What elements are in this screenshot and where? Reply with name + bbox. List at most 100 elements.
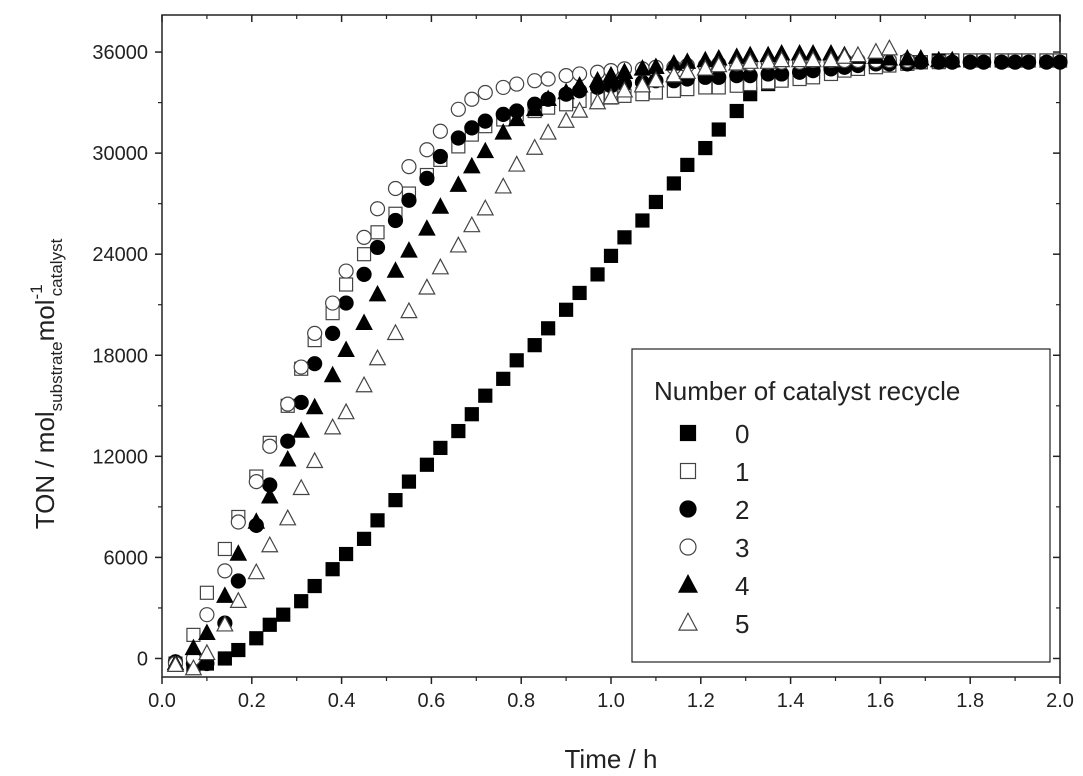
data-point xyxy=(711,122,726,137)
data-point xyxy=(370,513,385,528)
data-point xyxy=(355,375,373,393)
y-axis-title: TON / molsubstratemol-1catalyst xyxy=(27,238,66,529)
data-point xyxy=(635,213,650,228)
data-point xyxy=(880,49,899,66)
data-point xyxy=(338,263,354,279)
data-point xyxy=(325,325,341,341)
data-point xyxy=(835,47,854,64)
data-point xyxy=(476,198,495,216)
data-point xyxy=(678,62,697,80)
data-point xyxy=(294,594,309,609)
data-point xyxy=(260,535,279,553)
data-point xyxy=(476,141,495,159)
y-tick-label: 30000 xyxy=(92,143,148,165)
data-point xyxy=(356,531,372,546)
data-point xyxy=(478,388,493,403)
data-point xyxy=(198,623,216,640)
data-point xyxy=(401,192,417,208)
data-point xyxy=(962,54,978,70)
data-point xyxy=(790,50,809,68)
data-point xyxy=(602,87,620,105)
data-point xyxy=(804,50,822,68)
legend-label: 2 xyxy=(735,495,749,525)
data-point xyxy=(248,474,264,490)
y-axis-title-main: TON / mol xyxy=(30,411,60,529)
data-point xyxy=(729,103,744,119)
data-point xyxy=(418,219,436,236)
data-point xyxy=(849,45,867,63)
data-point xyxy=(507,109,526,127)
data-point xyxy=(647,70,665,88)
x-tick-label: 1.2 xyxy=(687,690,715,712)
data-point xyxy=(401,159,417,175)
data-point xyxy=(494,123,513,140)
y-tick-label: 18000 xyxy=(92,345,148,367)
data-point xyxy=(278,449,297,467)
y-tick-label: 0 xyxy=(137,648,148,670)
data-point xyxy=(451,423,466,439)
y-tick-label: 36000 xyxy=(92,42,148,64)
x-tick-label: 1.8 xyxy=(956,690,984,712)
data-point xyxy=(943,50,962,68)
data-point xyxy=(603,248,619,263)
data-point xyxy=(276,607,291,622)
data-point xyxy=(184,638,203,656)
y-axis: 0 6000 12000 18000 24000 30000 36000 xyxy=(92,42,1060,670)
x-tick-label: 0.8 xyxy=(507,690,535,712)
data-point xyxy=(449,175,468,192)
data-point xyxy=(355,313,373,331)
data-point xyxy=(509,76,525,92)
data-point xyxy=(293,394,309,411)
data-point xyxy=(541,321,556,336)
data-point xyxy=(590,267,605,282)
data-point xyxy=(368,348,387,366)
data-point xyxy=(633,76,652,93)
data-point xyxy=(464,91,480,107)
data-point xyxy=(338,295,354,311)
data-point xyxy=(387,212,404,229)
x-tick-label: 2.0 xyxy=(1046,690,1074,712)
data-point xyxy=(432,148,448,165)
data-point xyxy=(507,155,526,172)
data-point xyxy=(570,101,589,118)
data-point xyxy=(217,541,232,557)
data-point xyxy=(356,229,372,245)
data-point xyxy=(558,302,574,317)
data-point xyxy=(557,111,575,128)
data-point xyxy=(305,397,324,415)
legend-marker-5 xyxy=(677,611,699,631)
y-axis-title-mol: mol xyxy=(30,299,60,341)
data-point xyxy=(1020,54,1037,70)
legend-label: 3 xyxy=(735,533,749,563)
data-point xyxy=(216,615,234,632)
data-point xyxy=(338,546,354,562)
data-point xyxy=(449,236,468,253)
data-point xyxy=(260,487,279,504)
legend-marker-1 xyxy=(679,462,697,480)
data-point xyxy=(419,170,435,186)
data-point xyxy=(280,433,296,449)
data-point xyxy=(307,578,322,594)
data-point xyxy=(249,631,264,646)
data-point xyxy=(293,359,309,375)
data-point xyxy=(386,261,405,278)
data-point xyxy=(539,123,557,140)
data-point xyxy=(356,247,372,262)
data-point xyxy=(356,266,372,283)
data-point xyxy=(711,69,727,85)
data-point xyxy=(401,474,417,489)
data-point xyxy=(1038,54,1055,70)
data-point xyxy=(388,493,403,508)
data-point xyxy=(216,586,234,603)
data-point xyxy=(1052,54,1068,70)
data-point xyxy=(527,73,543,89)
data-point xyxy=(527,338,542,353)
data-point xyxy=(418,278,436,295)
data-point xyxy=(494,177,513,194)
data-point xyxy=(495,79,511,96)
data-point xyxy=(369,201,386,217)
legend-box xyxy=(631,348,1051,663)
data-point xyxy=(477,113,493,129)
data-point xyxy=(464,120,480,136)
data-point xyxy=(680,157,695,173)
